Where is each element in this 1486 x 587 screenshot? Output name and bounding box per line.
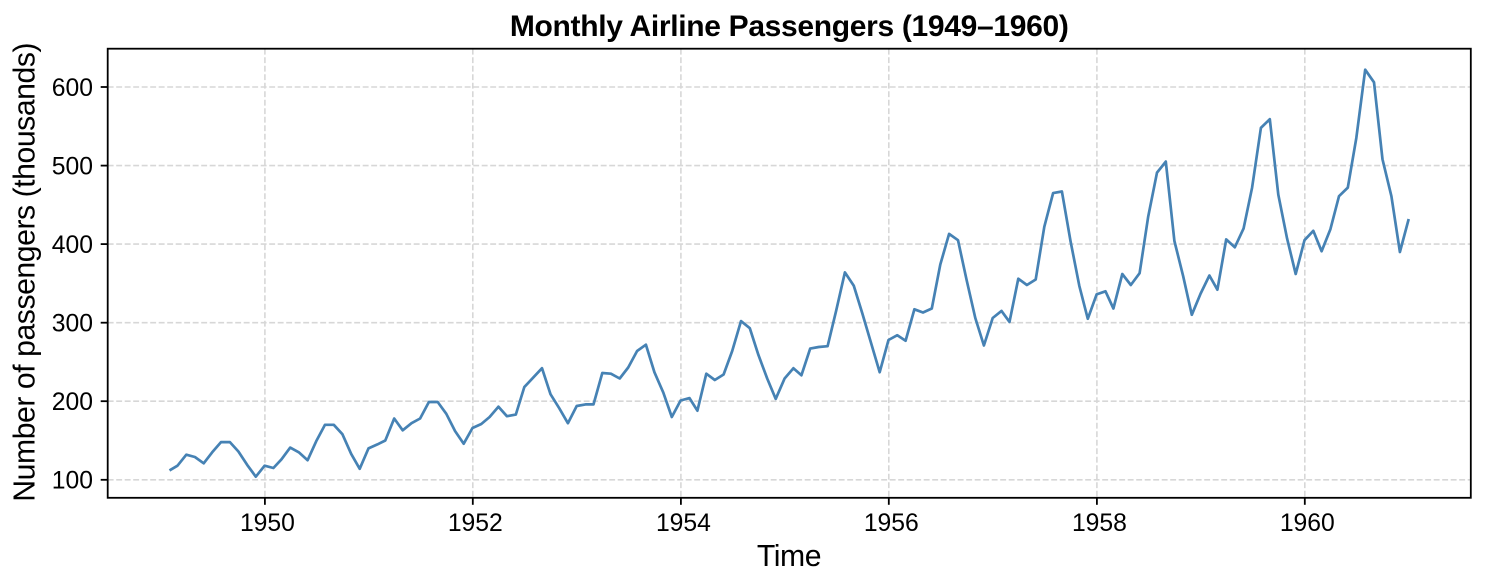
svg-text:1960: 1960 [1280, 510, 1335, 537]
svg-text:Monthly Airline Passengers (19: Monthly Airline Passengers (1949–1960) [510, 10, 1069, 43]
svg-text:500: 500 [52, 154, 93, 181]
svg-text:1958: 1958 [1072, 510, 1127, 537]
svg-text:300: 300 [52, 311, 93, 338]
svg-text:100: 100 [52, 468, 93, 495]
svg-text:1950: 1950 [240, 510, 295, 537]
svg-text:Time: Time [757, 540, 821, 573]
svg-text:1956: 1956 [864, 510, 919, 537]
svg-text:Number of passengers (thousand: Number of passengers (thousands) [8, 43, 41, 502]
svg-text:600: 600 [52, 75, 93, 102]
svg-text:1952: 1952 [448, 510, 503, 537]
svg-text:1954: 1954 [656, 510, 711, 537]
svg-text:200: 200 [52, 389, 93, 416]
svg-text:400: 400 [52, 232, 93, 259]
